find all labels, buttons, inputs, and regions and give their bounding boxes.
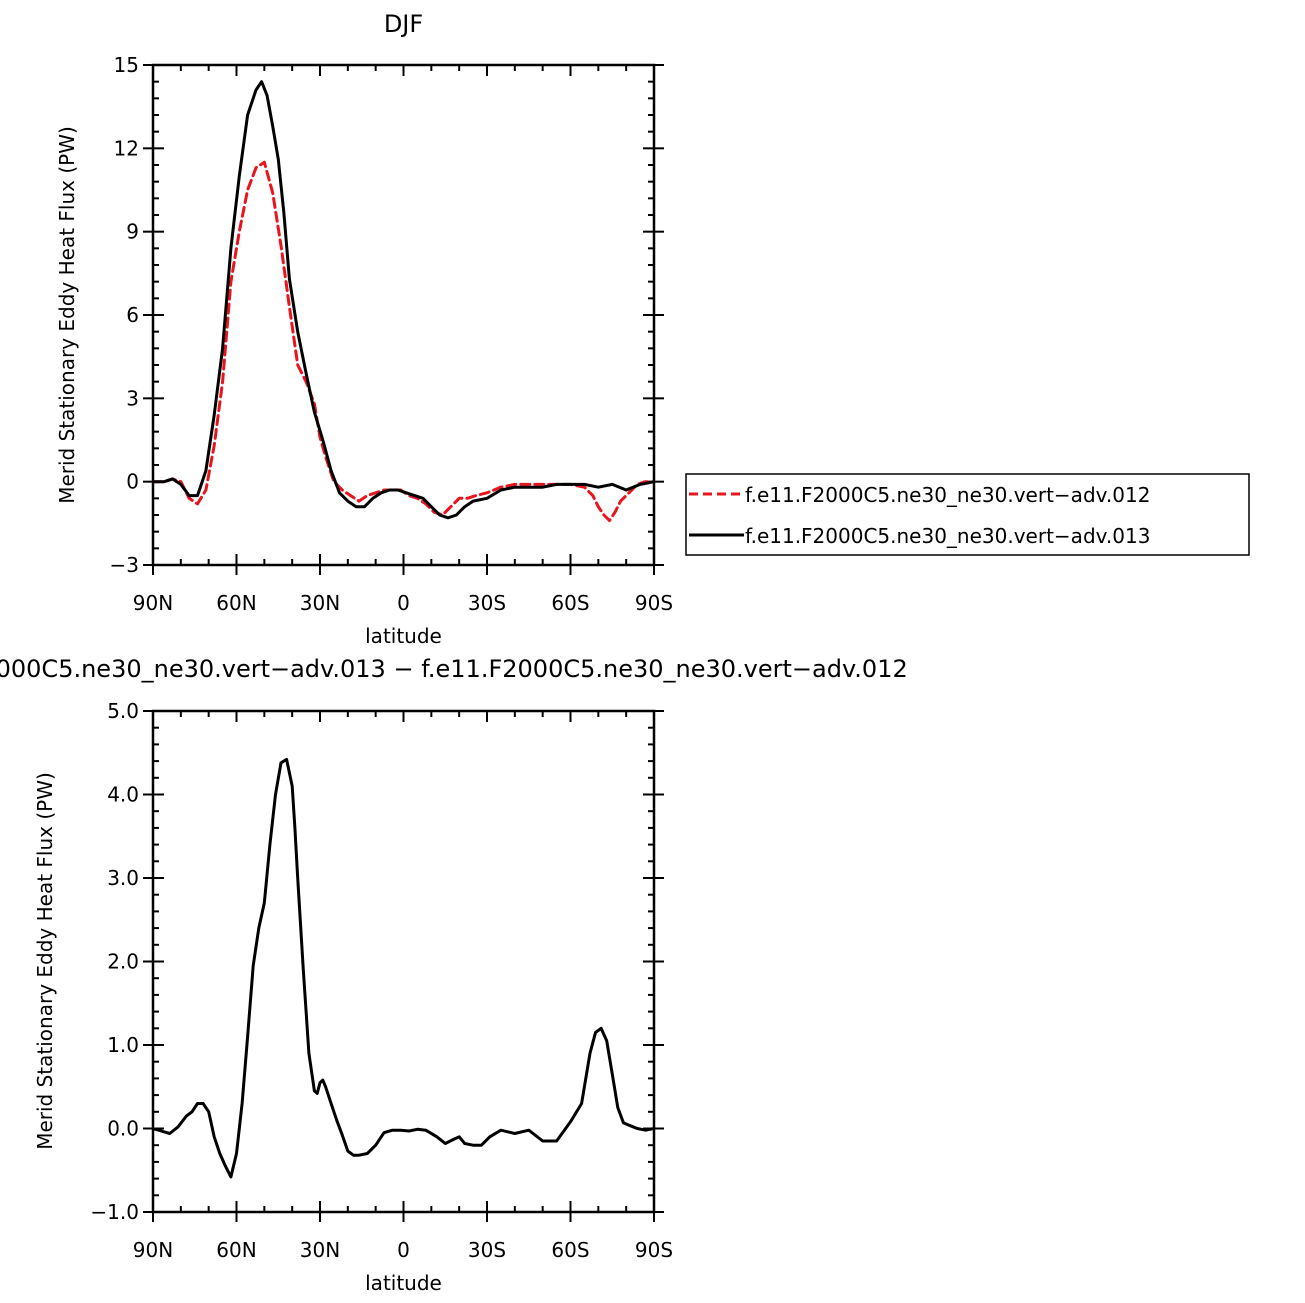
- bottom-y-tick-label: 1.0: [107, 1033, 139, 1057]
- top-y-tick-label: 6: [126, 303, 139, 327]
- bottom-x-tick-label: 60N: [216, 1238, 256, 1262]
- top-series-line-0: [153, 160, 654, 523]
- top-y-tick-label: −3: [110, 553, 139, 577]
- bottom-chart-title: f.e11.F2000C5.ne30_ne30.vert−adv.013 − f…: [0, 655, 908, 683]
- top-x-tick-label: 60S: [551, 591, 589, 615]
- bottom-x-axis-label: latitude: [365, 1271, 442, 1295]
- bottom-plot-frame: [151, 709, 656, 1214]
- top-x-tick-label: 90S: [635, 591, 673, 615]
- top-x-tick-label: 90N: [133, 591, 173, 615]
- top-gridless-ticks: 90N 60N 30N 0 30S 60S 90S −3 0 3 6 9 12 15: [110, 53, 674, 615]
- top-panel: DJF 90N 60N 30N 0 30S 60S 90S −3 0 3 6 9 12 15 latitu…: [55, 10, 1250, 648]
- top-y-tick-label: 12: [114, 136, 139, 160]
- bottom-x-tick-label: 30S: [468, 1238, 506, 1262]
- top-y-tick-label: 0: [126, 470, 139, 494]
- legend-box: [685, 473, 1250, 556]
- top-y-axis-label: Merid Stationary Eddy Heat Flux (PW): [55, 126, 79, 504]
- top-x-tick-label: 60N: [216, 591, 256, 615]
- top-x-tick-label: 0: [397, 591, 410, 615]
- bottom-y-tick-label: 3.0: [107, 866, 139, 890]
- top-x-tick-label: 30S: [468, 591, 506, 615]
- bottom-x-tick-label: 60S: [551, 1238, 589, 1262]
- bottom-x-tick-label: 90S: [635, 1238, 673, 1262]
- bottom-y-tick-label: 2.0: [107, 950, 139, 974]
- bottom-y-tick-label: 0.0: [107, 1117, 139, 1141]
- top-x-tick-label: 30N: [300, 591, 340, 615]
- legend-label-013: f.e11.F2000C5.ne30_ne30.vert−adv.013: [745, 524, 1150, 548]
- bottom-y-tick-label: −1.0: [90, 1200, 139, 1224]
- bottom-panel: f.e11.F2000C5.ne30_ne30.vert−adv.013 − f…: [0, 655, 908, 1295]
- top-series-line-1: [153, 80, 654, 520]
- bottom-y-tick-label: 4.0: [107, 783, 139, 807]
- bottom-y-axis-label: Merid Stationary Eddy Heat Flux (PW): [33, 772, 57, 1150]
- top-y-tick-label: 15: [114, 53, 139, 77]
- top-y-tick-label: 9: [126, 220, 139, 244]
- bottom-x-tick-label: 90N: [133, 1238, 173, 1262]
- legend: f.e11.F2000C5.ne30_ne30.vert−adv.012 f.e…: [685, 473, 1250, 556]
- top-y-tick-label: 3: [126, 386, 139, 410]
- top-x-axis-label: latitude: [365, 624, 442, 648]
- bottom-x-tick-label: 30N: [300, 1238, 340, 1262]
- bottom-y-tick-label: 5.0: [107, 699, 139, 723]
- top-plot-frame: [151, 63, 656, 567]
- bottom-series-line-0: [153, 757, 654, 1179]
- legend-label-012: f.e11.F2000C5.ne30_ne30.vert−adv.012: [745, 483, 1150, 507]
- bottom-x-tick-label: 0: [397, 1238, 410, 1262]
- top-chart-title: DJF: [384, 10, 423, 38]
